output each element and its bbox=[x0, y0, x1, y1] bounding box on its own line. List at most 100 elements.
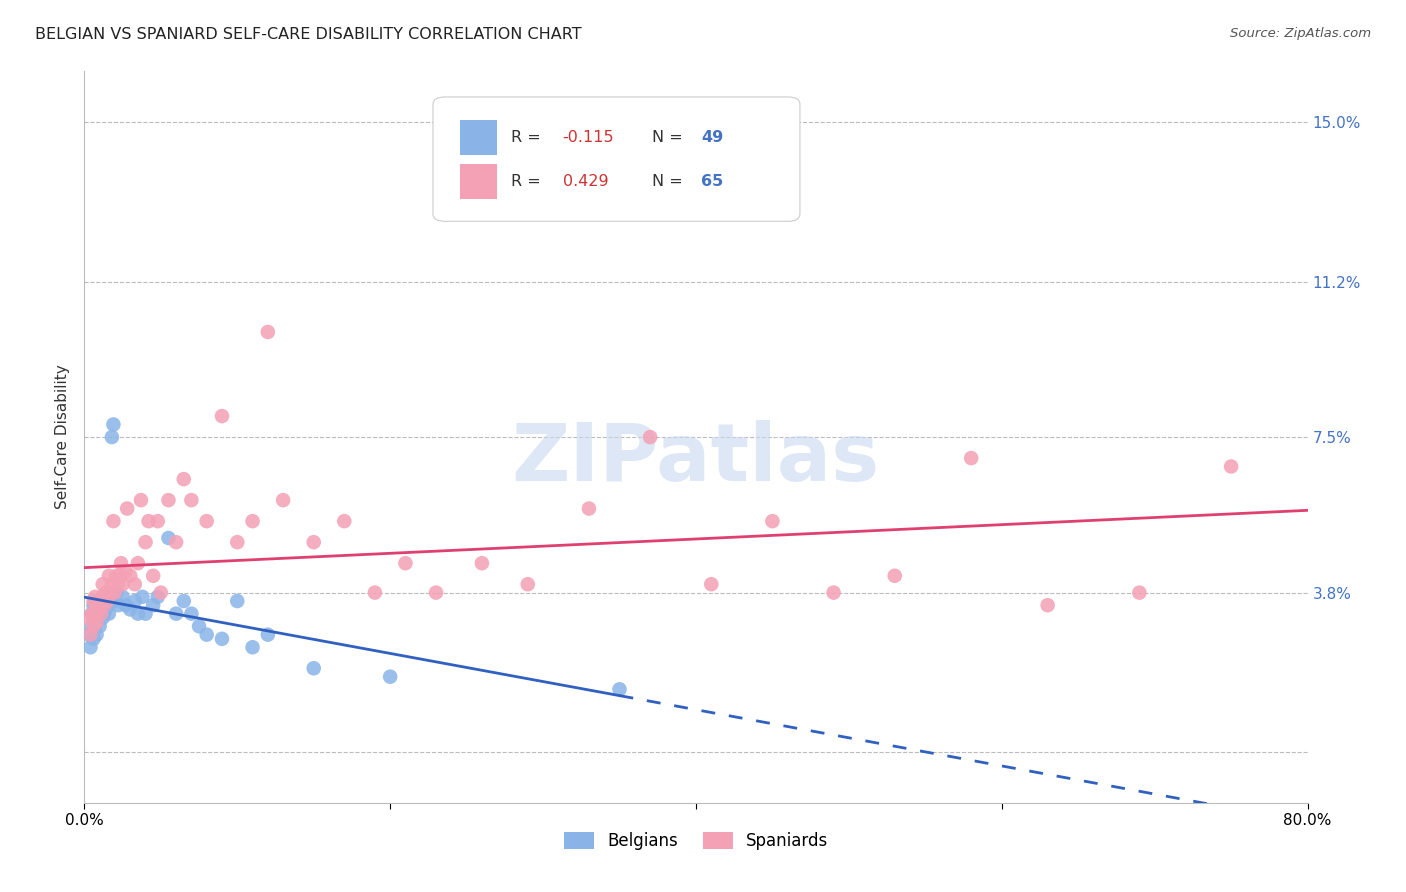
Point bbox=[120, 569, 142, 583]
Point bbox=[107, 577, 129, 591]
Point bbox=[114, 565, 136, 579]
Point bbox=[165, 535, 187, 549]
Point bbox=[103, 417, 125, 432]
Point bbox=[107, 599, 129, 613]
Point bbox=[115, 501, 138, 516]
Point bbox=[124, 594, 146, 608]
Point bbox=[142, 599, 165, 613]
Point bbox=[90, 594, 112, 608]
Point bbox=[80, 619, 103, 633]
Point bbox=[93, 607, 115, 621]
Point bbox=[302, 535, 325, 549]
Point bbox=[471, 556, 494, 570]
Point bbox=[124, 577, 146, 591]
Point bbox=[77, 627, 100, 641]
Legend: Belgians, Spaniards: Belgians, Spaniards bbox=[557, 825, 835, 856]
Point bbox=[188, 619, 211, 633]
Point bbox=[104, 585, 127, 599]
Point bbox=[157, 493, 180, 508]
Point bbox=[90, 607, 112, 621]
Point bbox=[98, 585, 121, 599]
Text: BELGIAN VS SPANIARD SELF-CARE DISABILITY CORRELATION CHART: BELGIAN VS SPANIARD SELF-CARE DISABILITY… bbox=[35, 27, 582, 42]
Point bbox=[94, 602, 117, 616]
Text: -0.115: -0.115 bbox=[562, 129, 614, 145]
Point bbox=[84, 607, 107, 621]
Point bbox=[394, 556, 416, 570]
Point bbox=[761, 514, 783, 528]
Point bbox=[94, 585, 117, 599]
Text: R =: R = bbox=[512, 174, 546, 188]
Point bbox=[110, 556, 132, 570]
Point bbox=[96, 594, 118, 608]
Point bbox=[146, 590, 169, 604]
Point bbox=[83, 599, 105, 613]
Point bbox=[242, 514, 264, 528]
Point bbox=[79, 627, 101, 641]
Text: R =: R = bbox=[512, 129, 546, 145]
Point bbox=[1220, 459, 1243, 474]
Point bbox=[111, 590, 134, 604]
Point bbox=[700, 577, 723, 591]
Point bbox=[80, 607, 103, 621]
Point bbox=[103, 514, 125, 528]
Point bbox=[638, 430, 661, 444]
Point bbox=[157, 531, 180, 545]
FancyBboxPatch shape bbox=[433, 97, 800, 221]
Text: 49: 49 bbox=[700, 129, 723, 145]
Point bbox=[960, 451, 983, 466]
Point bbox=[83, 632, 105, 646]
Point bbox=[609, 682, 631, 697]
Point bbox=[101, 577, 124, 591]
Point bbox=[89, 619, 111, 633]
Point bbox=[149, 585, 172, 599]
Text: Source: ZipAtlas.com: Source: ZipAtlas.com bbox=[1230, 27, 1371, 40]
Point bbox=[91, 590, 114, 604]
Point bbox=[129, 493, 152, 508]
Point bbox=[96, 594, 118, 608]
Point bbox=[86, 611, 108, 625]
Point bbox=[127, 556, 149, 570]
Point bbox=[91, 577, 114, 591]
Point bbox=[195, 514, 218, 528]
Point bbox=[180, 607, 202, 621]
Point bbox=[142, 569, 165, 583]
Point bbox=[146, 514, 169, 528]
Point bbox=[131, 590, 153, 604]
Point bbox=[84, 607, 107, 621]
Point bbox=[226, 594, 249, 608]
Text: 65: 65 bbox=[700, 174, 723, 188]
Point bbox=[120, 602, 142, 616]
Point bbox=[173, 472, 195, 486]
Point bbox=[93, 599, 115, 613]
Point bbox=[89, 607, 111, 621]
Point bbox=[135, 607, 157, 621]
Point bbox=[180, 493, 202, 508]
Point bbox=[87, 602, 110, 616]
Text: N =: N = bbox=[652, 174, 688, 188]
Point bbox=[257, 627, 280, 641]
Point bbox=[87, 602, 110, 616]
Point bbox=[101, 430, 124, 444]
Point bbox=[93, 599, 115, 613]
Point bbox=[195, 627, 218, 641]
Point bbox=[86, 627, 108, 641]
Point bbox=[257, 325, 280, 339]
Point bbox=[84, 619, 107, 633]
Point bbox=[1036, 599, 1059, 613]
Point bbox=[83, 594, 105, 608]
Point bbox=[165, 607, 187, 621]
Point bbox=[302, 661, 325, 675]
Point bbox=[83, 619, 105, 633]
Point bbox=[86, 599, 108, 613]
Point bbox=[86, 615, 108, 629]
Point bbox=[108, 569, 131, 583]
Point bbox=[105, 585, 128, 599]
Point bbox=[1128, 585, 1150, 599]
Point bbox=[333, 514, 356, 528]
Point bbox=[516, 577, 538, 591]
Point bbox=[97, 569, 120, 583]
Point bbox=[83, 611, 105, 625]
Y-axis label: Self-Care Disability: Self-Care Disability bbox=[55, 365, 70, 509]
Point bbox=[79, 640, 101, 655]
Bar bbox=[460, 163, 496, 199]
